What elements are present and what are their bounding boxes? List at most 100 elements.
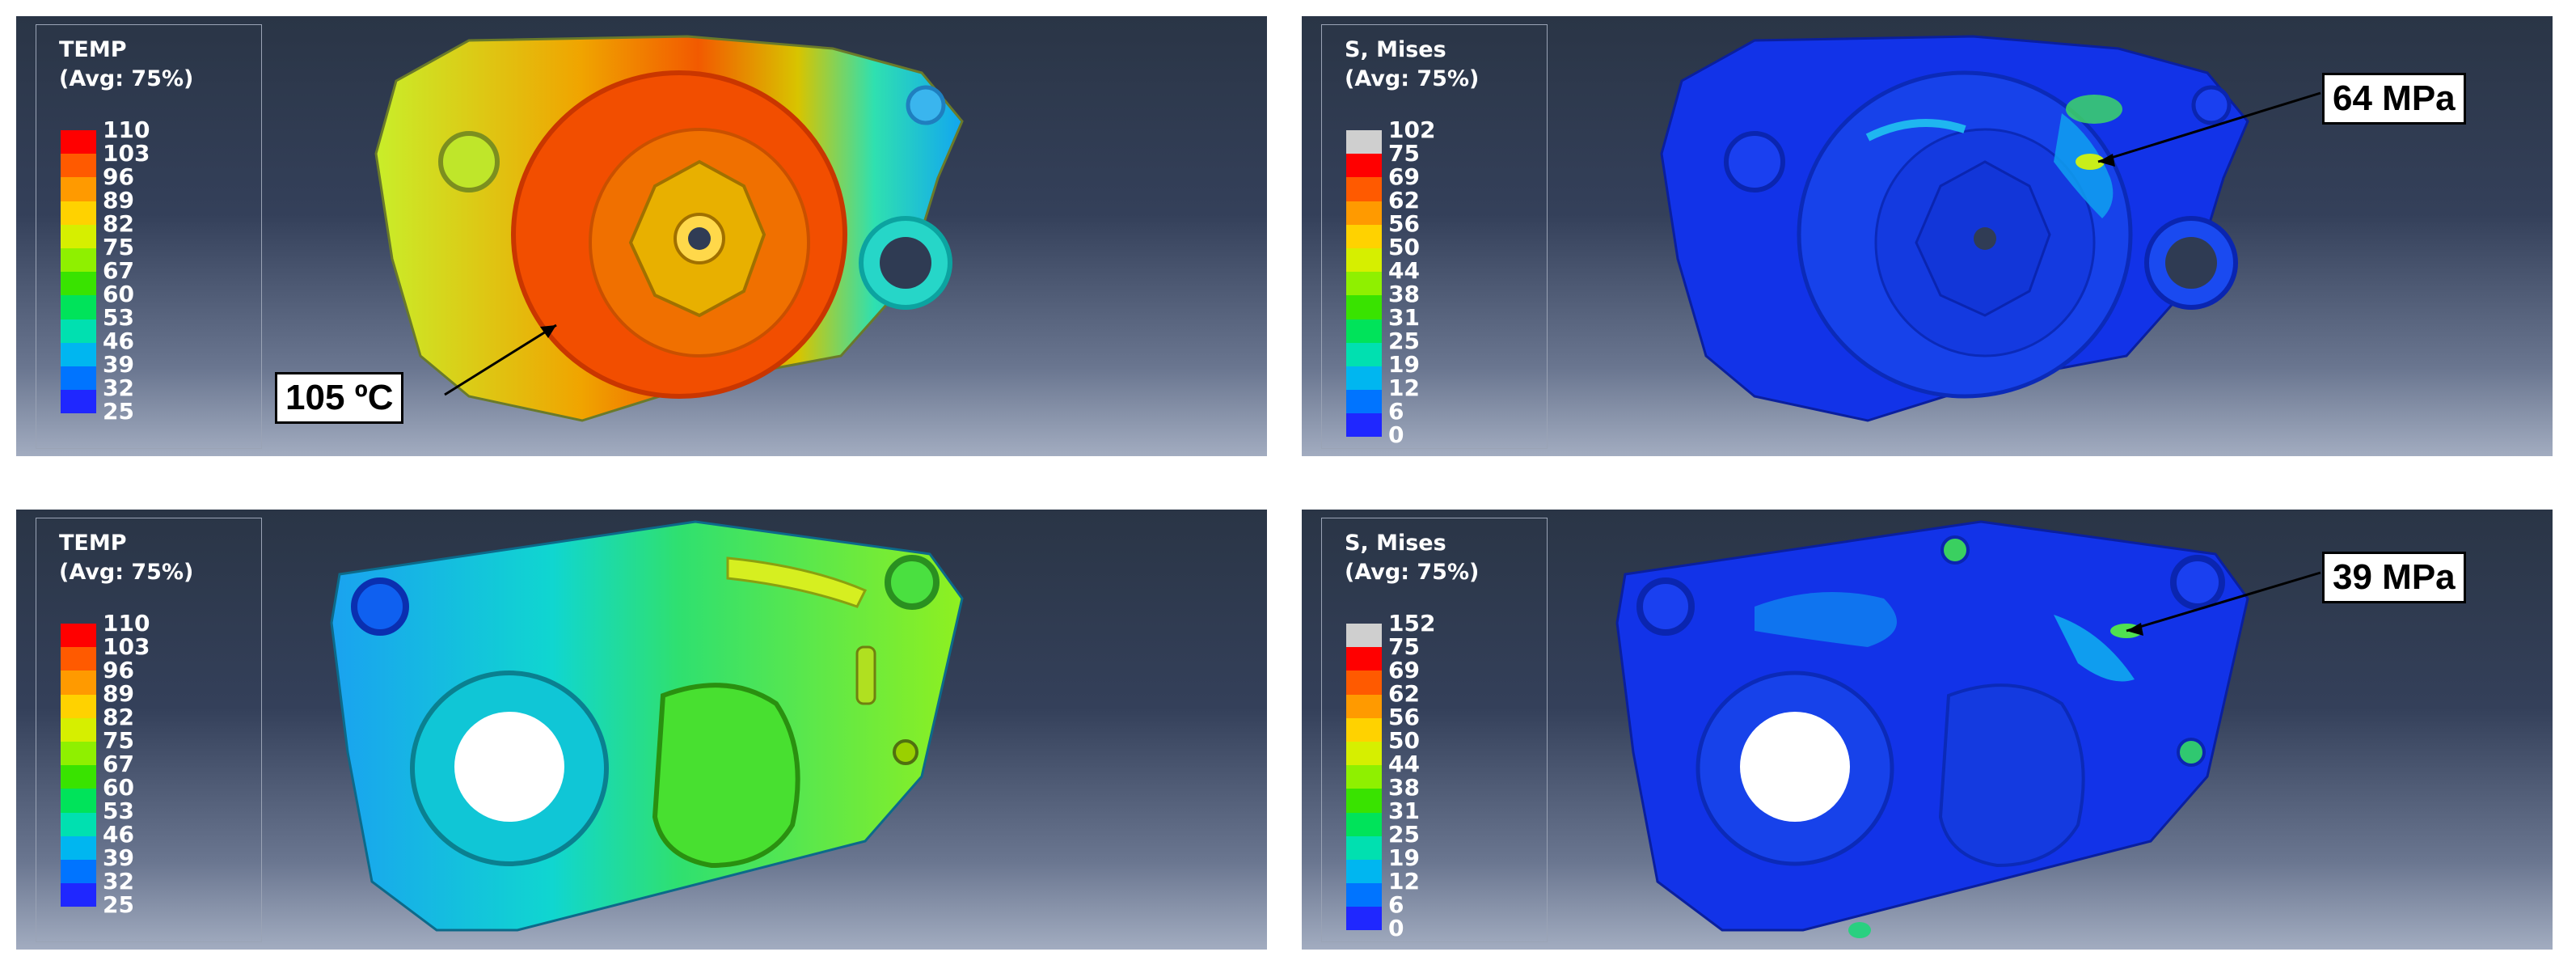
legend-tick: 39 (103, 844, 134, 871)
legend-tick: 69 (1388, 657, 1420, 683)
legend-tick: 46 (103, 328, 134, 354)
color-swatch (61, 741, 96, 766)
color-swatch (1346, 624, 1382, 648)
color-swatch (1346, 694, 1382, 718)
color-swatch (61, 789, 96, 813)
legend-tick: 44 (1388, 751, 1420, 777)
color-swatch (1346, 247, 1382, 273)
legend-tick: 44 (1388, 257, 1420, 284)
legend-tick: 46 (103, 821, 134, 848)
color-swatch (61, 671, 96, 695)
color-swatch (1346, 883, 1382, 907)
color-swatch (1346, 366, 1382, 391)
legend-title: S, Mises (1345, 37, 1446, 62)
color-swatch (61, 366, 96, 391)
legend-tick: 75 (103, 727, 134, 754)
color-scale (61, 624, 96, 907)
legend-tick: 110 (103, 610, 150, 637)
max-stress-callout: 64 MPa (2322, 73, 2466, 125)
legend-tick: 62 (1388, 187, 1420, 214)
color-swatch (61, 717, 96, 742)
color-swatch (1346, 413, 1382, 438)
legend-title: TEMP (59, 37, 127, 62)
color-swatch (1346, 319, 1382, 343)
color-swatch (1346, 836, 1382, 860)
color-swatch (1346, 272, 1382, 296)
color-swatch (1346, 390, 1382, 414)
color-swatch (61, 859, 96, 884)
legend-tick: 96 (103, 657, 134, 683)
color-scale (1346, 130, 1382, 438)
legend-tick: 31 (1388, 797, 1420, 824)
legend-tick: 0 (1388, 915, 1404, 941)
legend-tick: 6 (1388, 891, 1404, 918)
color-swatch (61, 130, 96, 154)
legend-tick: 103 (103, 633, 150, 660)
color-swatch (61, 177, 96, 201)
color-swatch (61, 390, 96, 414)
legend-title: S, Mises (1345, 531, 1446, 556)
stress-plot-top: S, Mises (Avg: 75%) 102 75 69 62 56 50 4… (1302, 16, 2553, 456)
legend-tick: 50 (1388, 727, 1420, 754)
color-swatch (61, 247, 96, 273)
color-scale (1346, 624, 1382, 931)
color-swatch (1346, 671, 1382, 695)
temp-plot-bottom: TEMP (Avg: 75%) 110 103 96 89 82 75 67 6… (16, 510, 1267, 950)
legend-subtitle: (Avg: 75%) (59, 66, 194, 91)
cover-model-stress-bottom (1615, 520, 2249, 938)
legend-tick: 152 (1388, 610, 1436, 637)
color-swatch (61, 272, 96, 296)
legend-tick: 12 (1388, 374, 1420, 401)
color-swatch (1346, 154, 1382, 178)
legend-tick: 12 (1388, 868, 1420, 895)
legend-tick: 56 (1388, 210, 1420, 237)
temp-legend: TEMP (Avg: 75%) 110 103 96 89 82 75 67 6… (36, 518, 262, 942)
color-swatch (1346, 177, 1382, 201)
legend-tick: 32 (103, 374, 134, 401)
legend-tick: 25 (103, 891, 134, 918)
legend-tick: 53 (103, 304, 134, 331)
legend-tick: 67 (103, 751, 134, 777)
color-swatch (61, 836, 96, 860)
legend-tick: 89 (103, 680, 134, 707)
color-swatch (1346, 812, 1382, 836)
color-swatch (1346, 647, 1382, 671)
legend-tick: 69 (1388, 163, 1420, 190)
stress-legend: S, Mises (Avg: 75%) 152 75 69 62 56 50 4… (1321, 518, 1548, 942)
color-swatch (1346, 201, 1382, 225)
color-swatch (1346, 741, 1382, 766)
legend-tick: 82 (103, 704, 134, 730)
legend-tick: 53 (103, 797, 134, 824)
color-swatch (1346, 789, 1382, 813)
color-swatch (1346, 295, 1382, 319)
color-swatch (1346, 717, 1382, 742)
legend-tick: 56 (1388, 704, 1420, 730)
cover-model-temp-bottom (330, 520, 964, 932)
legend-tick: 31 (1388, 304, 1420, 331)
color-swatch (61, 319, 96, 343)
legend-tick: 19 (1388, 351, 1420, 378)
legend-tick: 96 (103, 163, 134, 190)
stress-legend: S, Mises (Avg: 75%) 102 75 69 62 56 50 4… (1321, 24, 1548, 449)
color-swatch (1346, 859, 1382, 884)
legend-tick: 38 (1388, 281, 1420, 307)
color-swatch (61, 201, 96, 225)
max-temp-callout: 105 ºC (275, 372, 404, 424)
legend-tick: 25 (1388, 328, 1420, 354)
color-swatch (1346, 765, 1382, 789)
legend-tick: 50 (1388, 234, 1420, 260)
legend-tick: 32 (103, 868, 134, 895)
legend-tick: 19 (1388, 844, 1420, 871)
temp-legend: TEMP (Avg: 75%) 110 103 96 89 82 75 67 6… (36, 24, 262, 449)
legend-tick: 60 (103, 281, 134, 307)
legend-title: TEMP (59, 531, 127, 556)
legend-tick: 39 (103, 351, 134, 378)
legend-tick: 75 (1388, 140, 1420, 167)
stress-plot-bottom: S, Mises (Avg: 75%) 152 75 69 62 56 50 4… (1302, 510, 2553, 950)
color-swatch (61, 624, 96, 648)
color-swatch (1346, 342, 1382, 366)
legend-tick: 25 (1388, 821, 1420, 848)
legend-subtitle: (Avg: 75%) (1345, 560, 1480, 585)
color-swatch (61, 224, 96, 248)
legend-tick: 89 (103, 187, 134, 214)
